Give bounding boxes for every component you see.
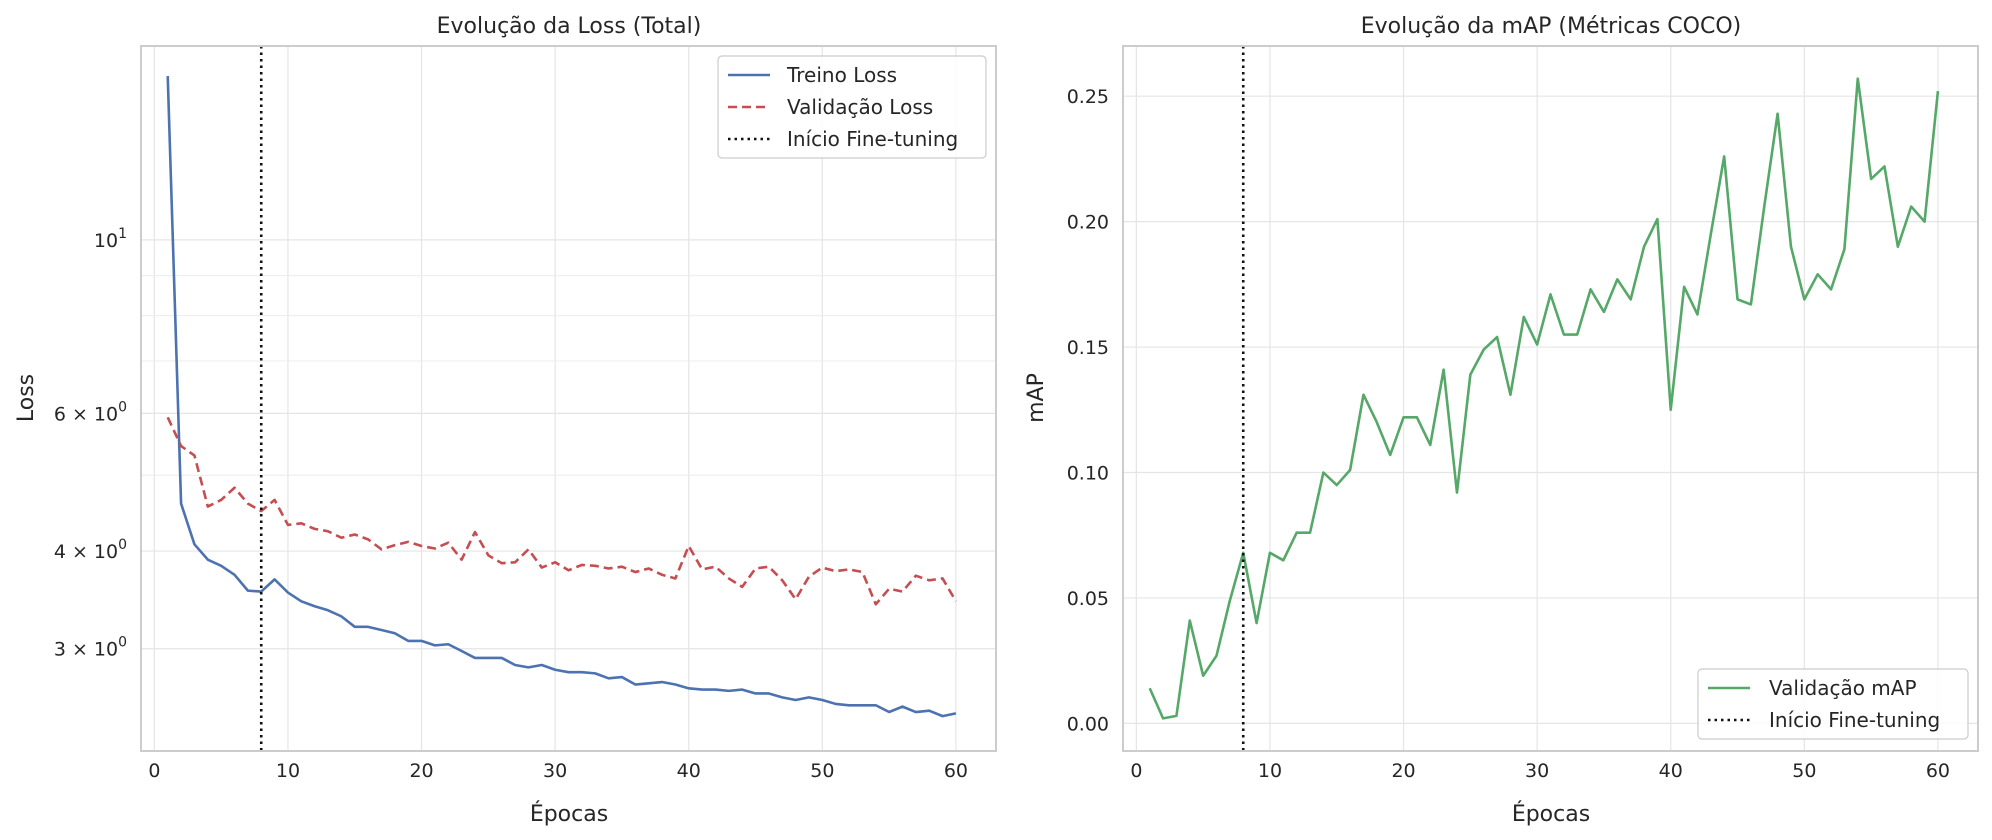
map-x-tick-label: 20 xyxy=(1391,760,1415,782)
legend-label-fine-tuning-map: Início Fine-tuning xyxy=(1769,708,1940,732)
map-y-tick-label: 0.20 xyxy=(1067,212,1109,234)
loss-x-tick-label: 20 xyxy=(409,760,433,782)
map-x-tick-label: 60 xyxy=(1926,760,1950,782)
map-series-validacao-map xyxy=(1148,77,1940,720)
map-x-tick-label: 10 xyxy=(1258,760,1282,782)
legend-label-fine-tuning: Início Fine-tuning xyxy=(787,127,958,151)
loss-x-tick-label: 0 xyxy=(148,760,160,782)
map-subplot: Evolução da mAP (Métricas COCO) 0 10 20 30 4… xyxy=(1024,14,1979,827)
map-chart-title: Evolução da mAP (Métricas COCO) xyxy=(1361,14,1742,39)
loss-lines xyxy=(166,46,958,751)
loss-x-tick-label: 60 xyxy=(944,760,968,782)
map-lines xyxy=(1148,46,1940,751)
loss-x-tick-label: 10 xyxy=(276,760,300,782)
loss-legend-box xyxy=(717,55,987,159)
legend-label-treino-loss: Treino Loss xyxy=(786,63,897,87)
map-y-tick-label: 0.10 xyxy=(1067,463,1109,485)
loss-x-tick-label: 50 xyxy=(810,760,834,782)
loss-legend: Treino Loss Validação Loss Início Fine-t… xyxy=(717,55,987,159)
loss-series-treino-loss xyxy=(166,76,957,718)
loss-chart-title: Evolução da Loss (Total) xyxy=(437,14,702,39)
legend-label-validacao-loss: Validação Loss xyxy=(787,95,933,119)
legend-label-validacao-map: Validação mAP xyxy=(1769,676,1917,700)
map-y-tick-label: 0.25 xyxy=(1067,86,1109,108)
map-legend-box xyxy=(1697,668,1969,740)
map-y-tick-label: 0.05 xyxy=(1067,588,1109,610)
loss-y-tick-label: 6 × 100 xyxy=(54,399,127,425)
loss-axes-frame xyxy=(140,45,997,752)
map-x-tick-label: 50 xyxy=(1792,760,1816,782)
loss-y-tick-label: 4 × 100 xyxy=(54,537,127,563)
map-y-axis-label: mAP xyxy=(1024,373,1049,423)
map-legend: Validação mAP Início Fine-tuning xyxy=(1697,668,1969,740)
map-x-tick-label: 0 xyxy=(1130,760,1142,782)
map-y-tick-label: 0.15 xyxy=(1067,337,1109,359)
map-grid xyxy=(1123,46,1978,751)
map-ticks: 0 10 20 30 40 50 60 0.00 0.05 0.10 0.15 0.20 0.25 xyxy=(1067,86,1950,782)
loss-y-tick-label: 3 × 100 xyxy=(54,635,127,661)
map-y-tick-label: 0.00 xyxy=(1067,713,1109,735)
map-axes-frame xyxy=(1122,45,1979,752)
loss-x-tick-label: 40 xyxy=(677,760,701,782)
map-x-tick-label: 40 xyxy=(1659,760,1683,782)
loss-y-axis-label: Loss xyxy=(14,374,39,422)
map-x-tick-label: 30 xyxy=(1525,760,1549,782)
map-x-axis-label: Épocas xyxy=(1512,801,1590,827)
loss-grid xyxy=(141,46,996,751)
loss-x-tick-label: 30 xyxy=(543,760,567,782)
loss-subplot: Evolução da Loss (Total) 0 10 20 30 40 50 6010… xyxy=(14,14,997,827)
loss-x-axis-label: Épocas xyxy=(530,801,608,827)
loss-series-validacao-loss xyxy=(166,416,958,606)
